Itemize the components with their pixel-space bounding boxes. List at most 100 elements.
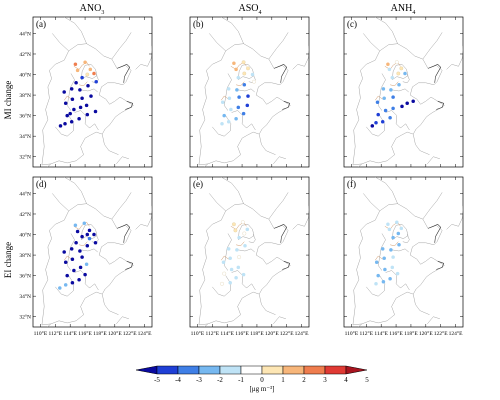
station-point bbox=[63, 260, 68, 265]
lat-tick-label: 32°N bbox=[19, 314, 31, 321]
station-point bbox=[382, 256, 386, 260]
colorbar-tick-label: -1 bbox=[238, 376, 244, 384]
station-point bbox=[69, 120, 74, 124]
station-point bbox=[80, 96, 84, 100]
station-point bbox=[75, 68, 80, 73]
lat-tick-label: 36°N bbox=[19, 273, 31, 280]
row-label-ei-change: EI change bbox=[3, 242, 13, 278]
station-point bbox=[85, 232, 90, 237]
colorbar-unit: [μg m⁻³] bbox=[250, 385, 275, 393]
station-point bbox=[220, 100, 225, 105]
map-panel: (e) 110°E 112°E 114°E 116°E 118°E 120°E 122°E 12… bbox=[189, 176, 310, 337]
station-point bbox=[236, 105, 241, 110]
station-point bbox=[78, 105, 83, 110]
station-point bbox=[383, 267, 387, 272]
station-point bbox=[88, 67, 93, 72]
colorbar-segment bbox=[135, 365, 158, 375]
station-point bbox=[236, 265, 241, 270]
station-point bbox=[246, 66, 250, 71]
station-point bbox=[235, 88, 239, 92]
panel-label: (e) bbox=[193, 179, 203, 189]
station-point bbox=[89, 94, 93, 98]
column-title-anh4: ANH4 bbox=[391, 3, 416, 16]
station-point bbox=[243, 244, 247, 248]
station-point bbox=[397, 243, 401, 247]
lat-tick-label: 36°N bbox=[19, 113, 31, 120]
station-point bbox=[235, 248, 239, 252]
station-point bbox=[85, 244, 90, 248]
station-point bbox=[74, 241, 78, 245]
station-point bbox=[250, 72, 255, 77]
station-point bbox=[232, 222, 236, 227]
lon-tick-label: 122°E bbox=[434, 330, 448, 337]
station-points bbox=[370, 60, 415, 128]
station-point bbox=[390, 75, 395, 80]
map-boundaries bbox=[198, 17, 309, 167]
station-point bbox=[405, 101, 409, 106]
station-point bbox=[84, 103, 89, 108]
lat-tick-label: 38°N bbox=[19, 252, 31, 259]
station-point bbox=[394, 60, 399, 65]
station-point bbox=[389, 248, 393, 252]
lon-tick-label: 110°E bbox=[345, 330, 359, 337]
colorbar-segment bbox=[261, 365, 284, 375]
station-point bbox=[226, 247, 231, 251]
station-point bbox=[242, 71, 247, 76]
station-point bbox=[69, 87, 74, 91]
station-point bbox=[391, 255, 395, 259]
column-title-ano3: ANO3 bbox=[80, 3, 105, 16]
station-point bbox=[82, 221, 87, 225]
station-point bbox=[397, 83, 401, 87]
lon-tick-label: 110°E bbox=[191, 330, 205, 337]
station-point bbox=[386, 222, 390, 227]
column-title-aso4: ASO4 bbox=[238, 3, 261, 16]
station-point bbox=[73, 62, 78, 67]
lon-tick-label: 114°E bbox=[63, 330, 77, 337]
station-point bbox=[228, 256, 232, 260]
station-point bbox=[374, 260, 379, 265]
station-point bbox=[234, 67, 238, 72]
station-point bbox=[221, 260, 226, 265]
station-point bbox=[233, 228, 238, 233]
colorbar-segment bbox=[303, 365, 326, 375]
lon-tick-label: 120°E bbox=[108, 330, 122, 337]
colorbar-segment bbox=[282, 365, 305, 375]
station-point bbox=[411, 99, 415, 103]
map-panel: (f) 110°E 112°E 114°E 116°E 118°E 120°E 122°E 12… bbox=[343, 176, 464, 337]
station-point bbox=[396, 71, 401, 76]
station-point bbox=[86, 84, 90, 88]
map-boundaries bbox=[198, 177, 309, 327]
station-point bbox=[382, 96, 386, 100]
station-point bbox=[232, 61, 236, 65]
map-frame bbox=[343, 176, 464, 328]
lon-tick-label: 118°E bbox=[250, 330, 264, 337]
station-point bbox=[391, 235, 395, 240]
station-point bbox=[222, 113, 226, 118]
station-point bbox=[226, 120, 231, 124]
panel-label: (c) bbox=[347, 19, 357, 29]
station-point bbox=[220, 281, 224, 286]
lat-tick-label: 44°N bbox=[19, 30, 31, 37]
station-point bbox=[85, 112, 90, 117]
lon-tick-label: 110°E bbox=[34, 330, 48, 337]
station-point bbox=[388, 115, 392, 120]
map-panel: (b) bbox=[189, 16, 310, 168]
station-point bbox=[63, 122, 67, 126]
station-point bbox=[69, 247, 74, 251]
station-point bbox=[226, 87, 231, 91]
lon-tick-label: 116°E bbox=[389, 330, 403, 337]
lon-tick-label: 112°E bbox=[49, 330, 63, 337]
station-point bbox=[92, 232, 96, 237]
lon-tick-label: 122°E bbox=[123, 330, 137, 337]
map-frame bbox=[32, 16, 153, 168]
map-frame bbox=[343, 16, 464, 168]
station-points bbox=[220, 220, 250, 286]
colorbar-segment bbox=[177, 365, 200, 375]
colorbar-tick-label: 4 bbox=[344, 376, 348, 384]
station-point bbox=[237, 95, 241, 99]
panel-label: (a) bbox=[36, 19, 46, 29]
station-point bbox=[70, 257, 75, 261]
station-point bbox=[391, 106, 395, 111]
station-point bbox=[58, 286, 62, 290]
